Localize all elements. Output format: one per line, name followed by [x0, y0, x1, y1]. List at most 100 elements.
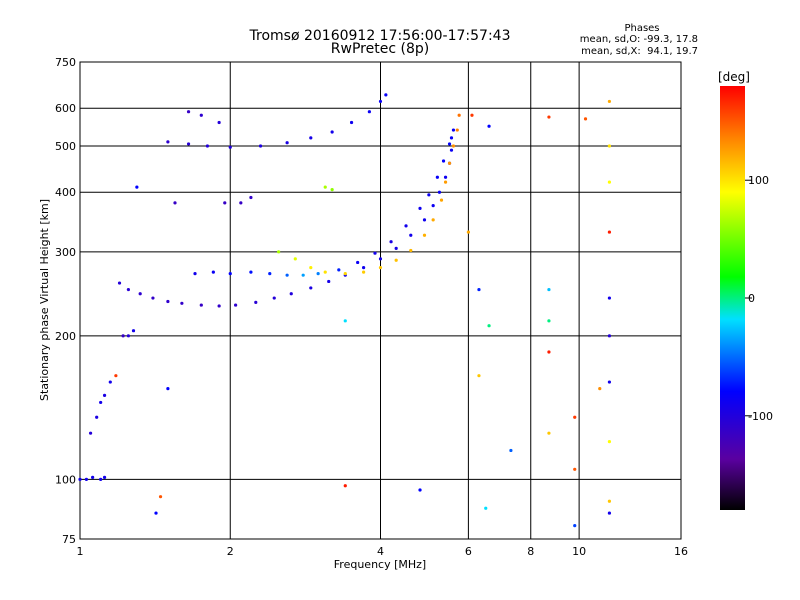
- data-point: [470, 113, 474, 117]
- data-point: [477, 287, 481, 292]
- data-point: [509, 448, 513, 453]
- data-point: [166, 387, 170, 391]
- data-point: [418, 206, 422, 210]
- data-point: [598, 387, 602, 391]
- data-point: [447, 161, 452, 165]
- data-point: [158, 495, 163, 499]
- data-point: [422, 218, 427, 222]
- data-point: [138, 292, 142, 296]
- data-point: [78, 477, 82, 482]
- data-point: [117, 281, 122, 285]
- data-point: [228, 145, 232, 149]
- y-tick-label: 75: [62, 533, 76, 546]
- data-point: [330, 188, 334, 192]
- data-point: [337, 268, 341, 272]
- data-point: [173, 201, 177, 205]
- data-point: [427, 193, 431, 197]
- data-point: [301, 273, 305, 277]
- data-point: [343, 319, 347, 323]
- colorbar-ticks: 100 0 -100: [745, 174, 773, 423]
- data-point: [607, 334, 612, 338]
- data-point: [607, 440, 612, 444]
- data-point: [409, 248, 413, 253]
- data-point: [443, 175, 448, 179]
- data-point: [211, 270, 215, 274]
- data-point: [249, 270, 253, 274]
- data-point: [272, 296, 276, 300]
- data-point: [418, 488, 422, 492]
- y-tick-label: 100: [55, 473, 76, 486]
- data-point: [409, 233, 413, 237]
- data-point: [102, 475, 107, 479]
- data-point: [239, 201, 243, 205]
- data-point: [367, 110, 371, 114]
- data-point: [99, 477, 103, 482]
- x-tick-label: 8: [527, 545, 534, 558]
- data-point: [484, 506, 488, 510]
- data-point: [487, 124, 491, 128]
- data-point: [389, 240, 393, 244]
- data-point: [384, 93, 388, 97]
- data-point: [583, 117, 588, 121]
- x-tick-label: 4: [377, 545, 384, 558]
- colorbar: [720, 86, 745, 510]
- data-point: [217, 304, 221, 308]
- data-point: [205, 144, 210, 148]
- data-point: [166, 140, 170, 144]
- data-point: [443, 180, 448, 184]
- data-point: [277, 250, 281, 254]
- data-point: [457, 113, 461, 117]
- data-point: [186, 142, 191, 146]
- x-axis-ticks: 1 2 4 6 8 10 16: [77, 545, 689, 558]
- data-point: [378, 99, 383, 104]
- data-point: [547, 431, 551, 435]
- colorbar-tick-label: 0: [748, 292, 755, 305]
- data-point: [477, 374, 481, 378]
- data-point: [449, 148, 454, 152]
- data-point: [154, 511, 158, 515]
- x-tick-label: 6: [465, 545, 472, 558]
- data-point: [249, 195, 253, 200]
- data-point: [126, 334, 130, 338]
- stats-title: Phases: [624, 23, 659, 34]
- y-axis-label: Stationary phase Virtual Height [km]: [38, 199, 51, 401]
- data-point: [293, 257, 297, 261]
- y-axis-ticks: 75 100 200 300 400 500 600 750: [55, 56, 76, 546]
- data-point: [108, 380, 112, 384]
- data-point: [451, 144, 456, 148]
- data-point: [186, 110, 191, 114]
- data-point: [121, 334, 125, 338]
- y-tick-label: 300: [55, 246, 76, 259]
- data-point: [323, 185, 327, 189]
- data-point: [309, 136, 313, 140]
- y-tick-label: 200: [55, 330, 76, 343]
- data-point: [217, 120, 221, 125]
- data-point: [373, 251, 377, 255]
- data-point: [343, 272, 347, 276]
- data-point: [394, 258, 398, 262]
- data-point: [199, 303, 203, 307]
- data-point: [547, 115, 551, 119]
- data-point: [166, 299, 170, 304]
- stats-line-o: mean, sd,O: -99.3, 17.8: [580, 34, 698, 45]
- data-point: [309, 286, 313, 290]
- data-point: [84, 477, 89, 482]
- data-point: [487, 324, 491, 328]
- data-point: [378, 257, 383, 261]
- chart-title: Tromsø 20160912 17:56:00-17:57:43: [249, 28, 511, 44]
- data-point: [441, 159, 446, 163]
- data-point: [199, 113, 203, 117]
- data-point: [607, 511, 612, 515]
- data-point: [362, 270, 366, 274]
- data-point: [285, 141, 289, 145]
- data-point: [114, 374, 118, 378]
- data-point: [378, 265, 383, 270]
- data-point: [607, 296, 612, 300]
- data-point: [102, 393, 107, 398]
- data-point: [435, 175, 439, 179]
- data-point: [547, 287, 551, 292]
- data-point: [573, 524, 577, 528]
- x-tick-label: 1: [77, 545, 84, 558]
